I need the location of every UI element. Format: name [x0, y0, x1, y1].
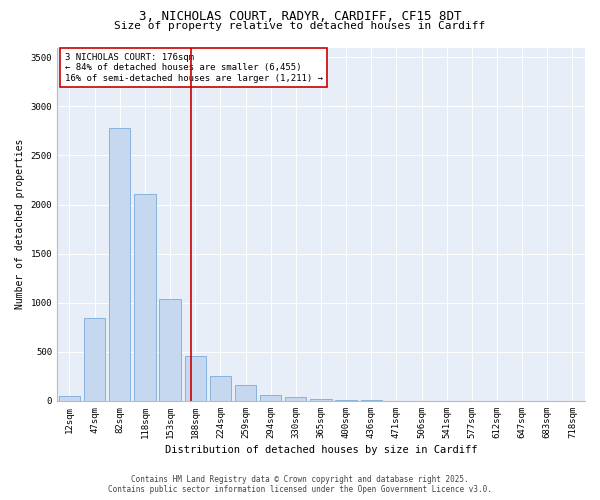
- Bar: [109, 128, 130, 401]
- Bar: [235, 385, 256, 401]
- Bar: [185, 356, 206, 401]
- X-axis label: Distribution of detached houses by size in Cardiff: Distribution of detached houses by size …: [165, 445, 477, 455]
- Text: 3 NICHOLAS COURT: 176sqm
← 84% of detached houses are smaller (6,455)
16% of sem: 3 NICHOLAS COURT: 176sqm ← 84% of detach…: [65, 53, 323, 82]
- Bar: [335, 400, 357, 401]
- Bar: [260, 394, 281, 401]
- Bar: [59, 396, 80, 401]
- Bar: [209, 376, 231, 401]
- Text: 3, NICHOLAS COURT, RADYR, CARDIFF, CF15 8DT: 3, NICHOLAS COURT, RADYR, CARDIFF, CF15 …: [139, 10, 461, 23]
- Text: Size of property relative to detached houses in Cardiff: Size of property relative to detached ho…: [115, 21, 485, 31]
- Bar: [160, 299, 181, 401]
- Bar: [310, 399, 332, 401]
- Y-axis label: Number of detached properties: Number of detached properties: [15, 139, 25, 310]
- Bar: [84, 318, 106, 401]
- Bar: [285, 397, 307, 401]
- Text: Contains HM Land Registry data © Crown copyright and database right 2025.
Contai: Contains HM Land Registry data © Crown c…: [108, 474, 492, 494]
- Bar: [134, 194, 155, 401]
